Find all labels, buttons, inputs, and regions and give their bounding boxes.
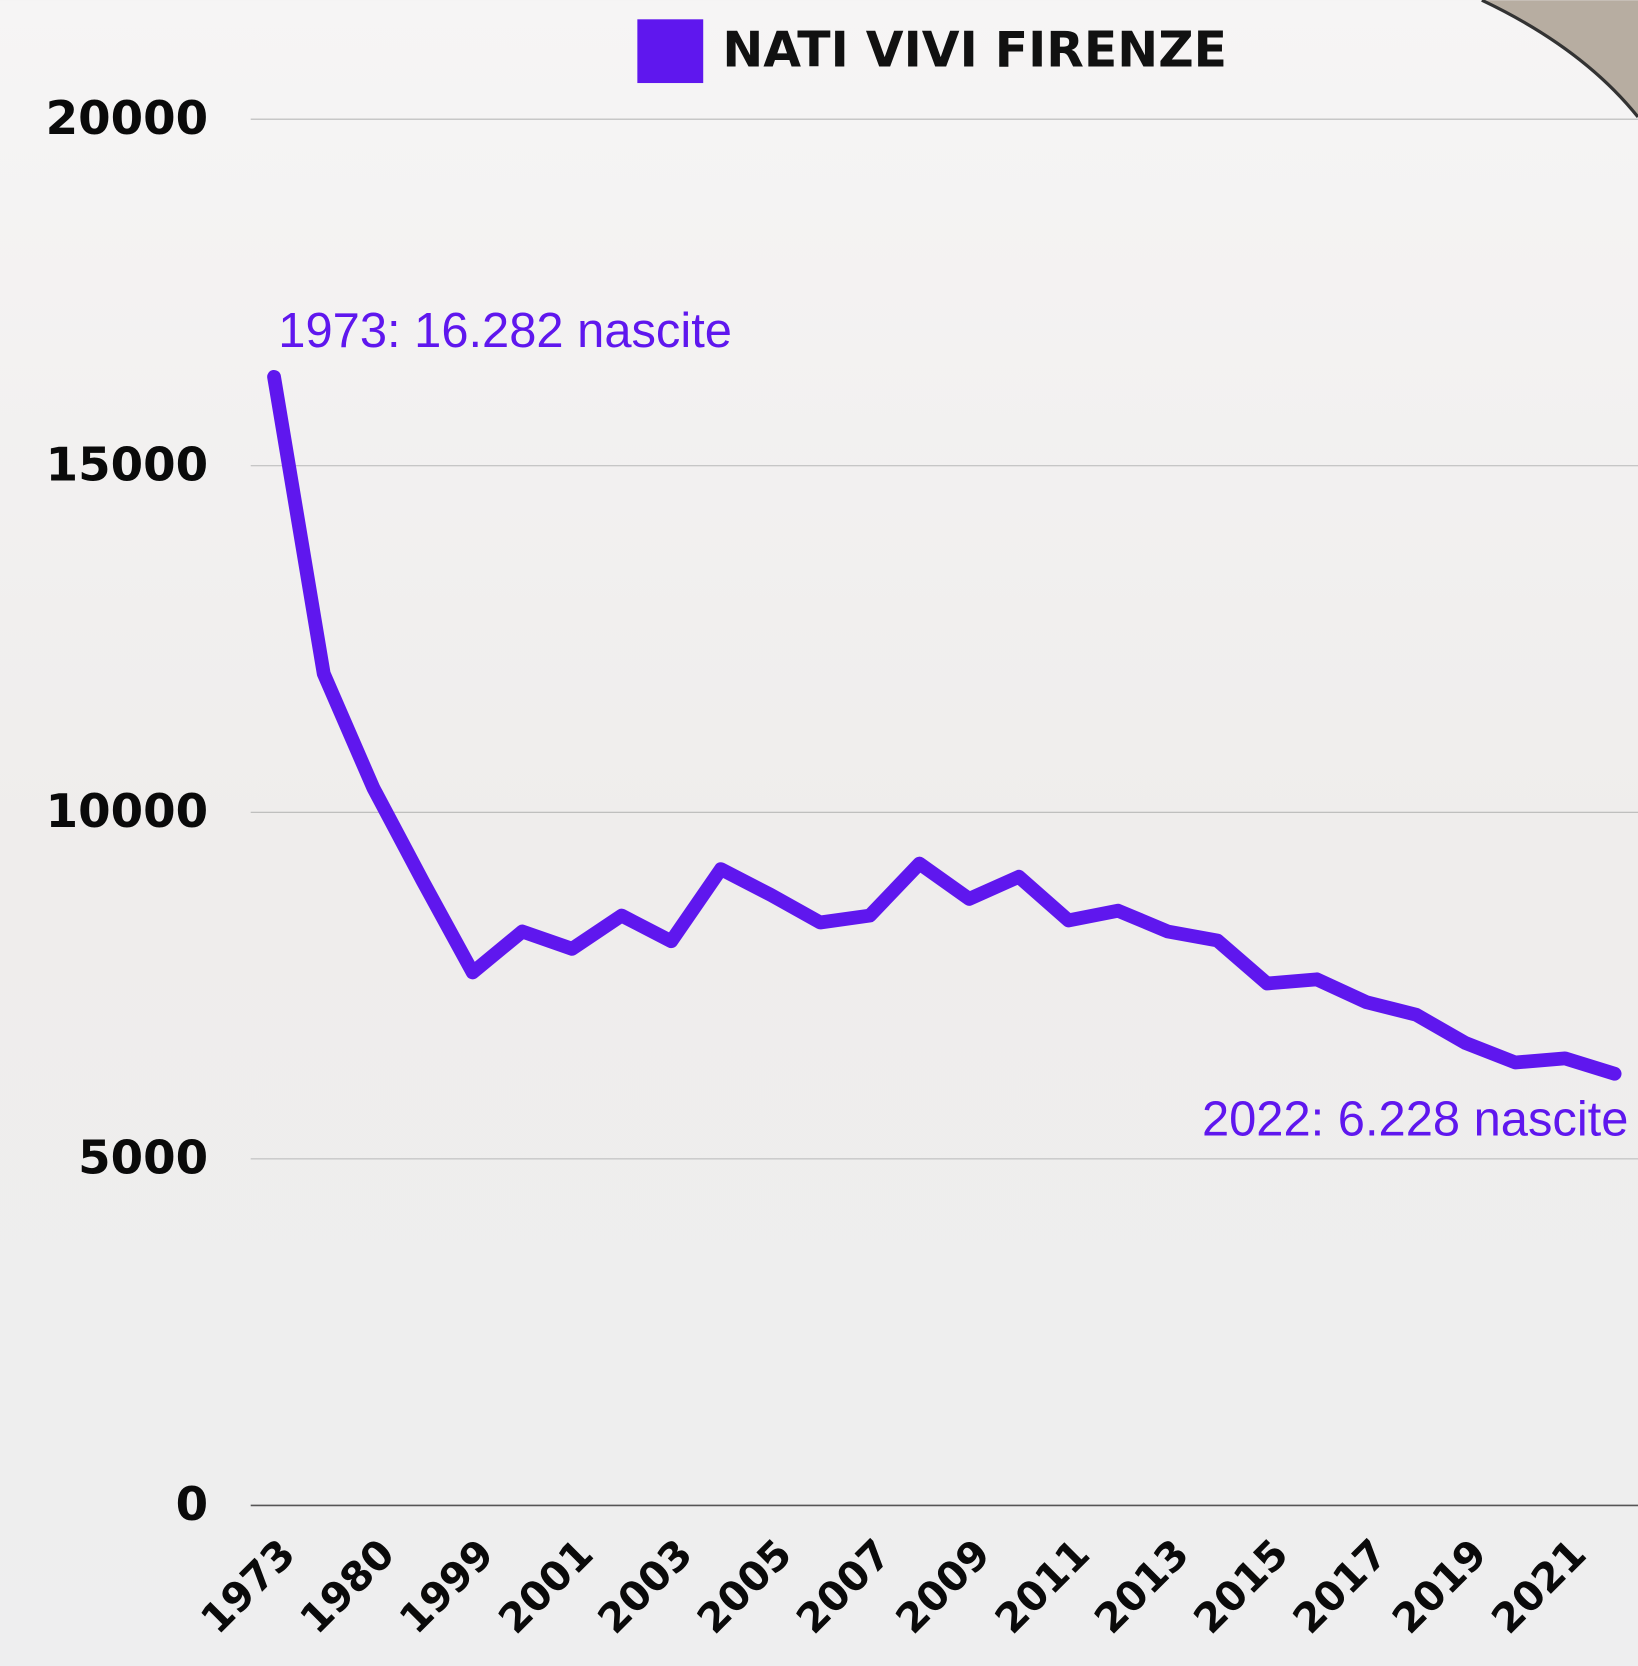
y-tick-label: 0 [176, 1478, 209, 1532]
legend-swatch [637, 19, 704, 84]
corner-decoration [1481, 0, 1638, 118]
y-tick-label: 15000 [46, 438, 209, 492]
annotation: 2022: 6.228 nascite [1202, 1092, 1629, 1146]
data-line [267, 369, 1622, 1081]
y-tick-label: 10000 [46, 785, 209, 839]
annotation: 1973: 16.282 nascite [278, 304, 732, 358]
y-tick-label: 20000 [46, 92, 209, 146]
y-tick-label: 5000 [78, 1131, 208, 1185]
legend-label: NATI VIVI FIRENZE [722, 21, 1227, 78]
corner-arc [1481, 0, 1638, 119]
